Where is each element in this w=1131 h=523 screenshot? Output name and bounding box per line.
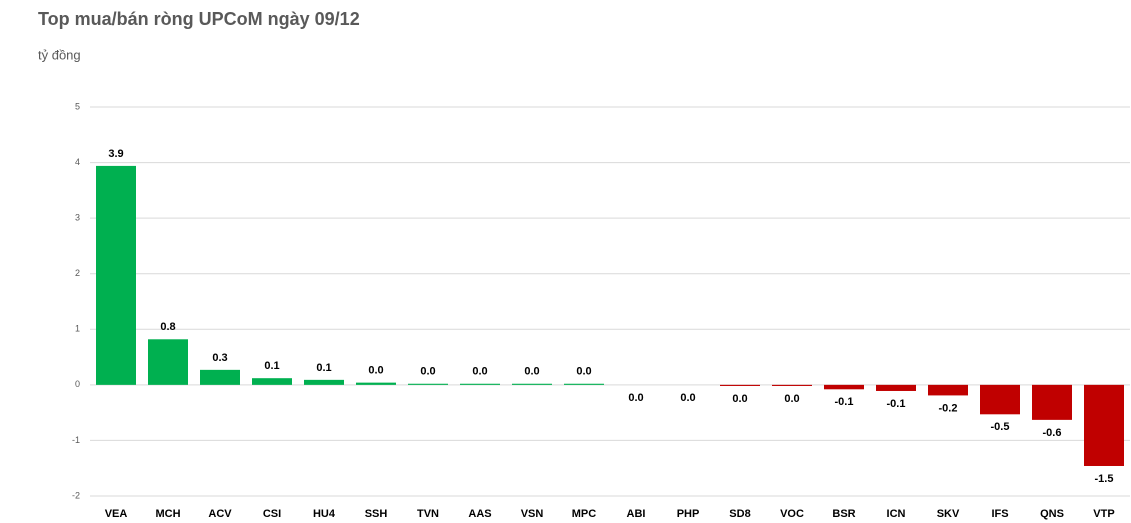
x-tick-label: SD8 (729, 508, 750, 520)
x-tick-label: IFS (991, 508, 1008, 520)
x-tick-label: ICN (887, 508, 906, 520)
bar (512, 383, 552, 385)
x-tick-label: MPC (572, 508, 597, 520)
value-label: -0.5 (991, 421, 1010, 433)
bar (876, 384, 916, 391)
value-label: 0.0 (680, 392, 695, 404)
value-label: 0.0 (472, 366, 487, 378)
value-label: -0.2 (939, 402, 958, 414)
x-tick-label: VOC (780, 508, 804, 520)
bar (564, 383, 604, 385)
x-tick-label: TVN (417, 508, 439, 520)
x-tick-label: HU4 (313, 508, 336, 520)
x-tick-label: VTP (1093, 508, 1114, 520)
y-tick-label: 2 (75, 268, 80, 278)
x-tick-label: MCH (155, 508, 180, 520)
x-tick-label: PHP (677, 508, 700, 520)
value-label: 3.9 (108, 148, 123, 160)
value-label: 0.3 (212, 352, 227, 364)
y-tick-label: -2 (72, 490, 80, 500)
x-tick-label: VSN (521, 508, 544, 520)
x-tick-label: SKV (937, 508, 960, 520)
value-label: 0.1 (264, 360, 279, 372)
bar (824, 384, 864, 390)
chart-title: Top mua/bán ròng UPCoM ngày 09/12 (38, 9, 360, 29)
y-tick-label: 3 (75, 213, 80, 223)
value-label: 0.1 (316, 362, 331, 374)
x-tick-label: QNS (1040, 508, 1064, 520)
x-tick-label: AAS (468, 508, 491, 520)
x-tick-label: SSH (365, 508, 388, 520)
bar (720, 384, 760, 386)
value-label: 0.0 (576, 366, 591, 378)
x-tick-label: VEA (105, 508, 128, 520)
x-tick-label: ABI (627, 508, 646, 520)
x-tick-label: CSI (263, 508, 281, 520)
value-label: 0.0 (732, 393, 747, 405)
value-label: 0.0 (628, 392, 643, 404)
y-tick-label: 5 (75, 101, 80, 111)
x-tick-label: BSR (832, 508, 855, 520)
y-tick-label: 0 (75, 379, 80, 389)
bar (460, 383, 500, 385)
bar (148, 339, 188, 385)
bar (1032, 384, 1072, 420)
bar (304, 379, 344, 385)
bar (96, 165, 136, 385)
bar (1084, 384, 1124, 466)
y-tick-label: 4 (75, 157, 80, 167)
value-label: -1.5 (1095, 473, 1114, 485)
value-label: 0.0 (524, 366, 539, 378)
bar (356, 382, 396, 385)
chart-subtitle: tỷ đồng (38, 47, 81, 62)
bar (200, 369, 240, 385)
bar (928, 384, 968, 396)
bar (980, 384, 1020, 415)
value-label: -0.1 (887, 398, 906, 410)
value-label: 0.8 (160, 321, 175, 333)
value-label: 0.0 (368, 365, 383, 377)
bar (252, 378, 292, 385)
x-tick-label: ACV (208, 508, 232, 520)
value-label: 0.0 (784, 393, 799, 405)
y-tick-label: 1 (75, 324, 80, 334)
value-label: -0.6 (1043, 427, 1062, 439)
y-tick-label: -1 (72, 435, 80, 445)
value-label: 0.0 (420, 366, 435, 378)
value-label: -0.1 (835, 396, 854, 408)
bar (772, 384, 812, 386)
bar (408, 383, 448, 385)
